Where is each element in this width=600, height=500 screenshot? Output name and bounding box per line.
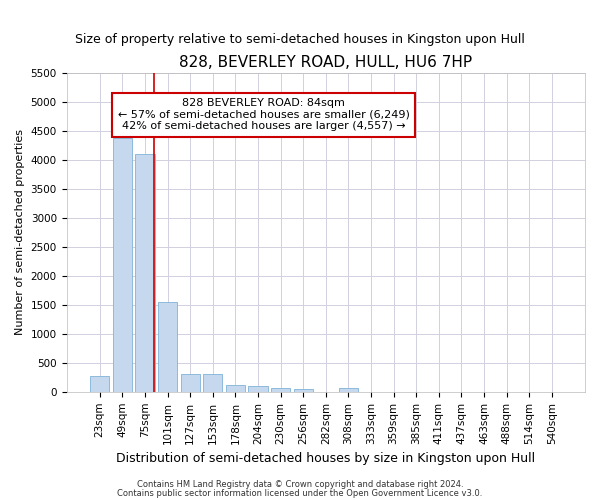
Y-axis label: Number of semi-detached properties: Number of semi-detached properties bbox=[15, 129, 25, 335]
Text: 828 BEVERLEY ROAD: 84sqm
← 57% of semi-detached houses are smaller (6,249)
42% o: 828 BEVERLEY ROAD: 84sqm ← 57% of semi-d… bbox=[118, 98, 409, 132]
X-axis label: Distribution of semi-detached houses by size in Kingston upon Hull: Distribution of semi-detached houses by … bbox=[116, 452, 535, 465]
Text: Contains HM Land Registry data © Crown copyright and database right 2024.: Contains HM Land Registry data © Crown c… bbox=[137, 480, 463, 489]
Bar bbox=[293, 389, 313, 392]
Bar bbox=[158, 302, 177, 392]
Bar bbox=[136, 154, 155, 392]
Bar bbox=[226, 385, 245, 392]
Bar bbox=[90, 376, 109, 392]
Bar bbox=[271, 388, 290, 392]
Title: 828, BEVERLEY ROAD, HULL, HU6 7HP: 828, BEVERLEY ROAD, HULL, HU6 7HP bbox=[179, 55, 472, 70]
Bar bbox=[181, 374, 200, 392]
Bar bbox=[113, 138, 132, 392]
Text: Contains public sector information licensed under the Open Government Licence v3: Contains public sector information licen… bbox=[118, 488, 482, 498]
Bar bbox=[248, 386, 268, 392]
Bar bbox=[339, 388, 358, 392]
Bar bbox=[203, 374, 223, 392]
Text: Size of property relative to semi-detached houses in Kingston upon Hull: Size of property relative to semi-detach… bbox=[75, 32, 525, 46]
